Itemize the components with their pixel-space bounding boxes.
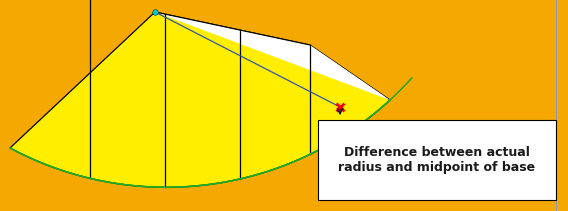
FancyBboxPatch shape	[318, 120, 556, 200]
Text: Difference between actual
radius and midpoint of base: Difference between actual radius and mid…	[339, 146, 536, 174]
Polygon shape	[155, 12, 390, 100]
Polygon shape	[10, 12, 390, 187]
